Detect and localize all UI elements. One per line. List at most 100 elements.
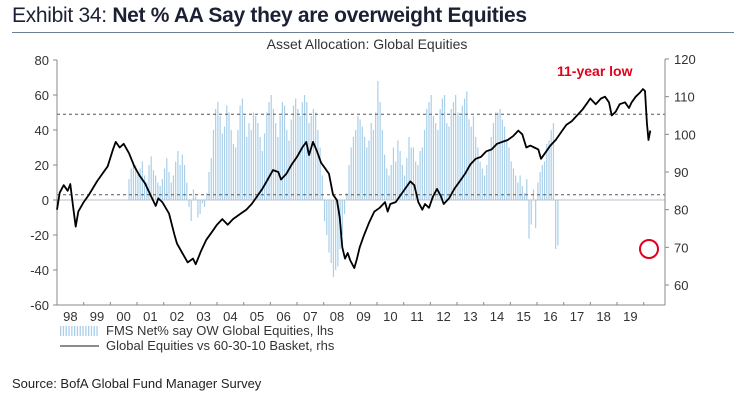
bar (555, 200, 557, 249)
bar (548, 140, 550, 200)
bar (550, 130, 552, 200)
bar (503, 126, 506, 200)
bar (228, 112, 230, 200)
x-tick-label: 10 (383, 309, 397, 324)
bar (372, 130, 375, 200)
bar (368, 140, 370, 200)
bar (263, 133, 266, 200)
x-tick-label: 07 (303, 309, 317, 324)
bar (530, 200, 532, 225)
bar (159, 186, 161, 200)
bar (403, 175, 406, 200)
x-tick-label: 99 (90, 309, 104, 324)
bar (157, 182, 159, 200)
legend-item-line: Global Equities vs 60-30-10 Basket, rhs (60, 338, 335, 353)
bar (477, 147, 479, 200)
x-tick-label: 01 (143, 309, 157, 324)
bar (235, 147, 237, 200)
bar (250, 130, 252, 200)
legend-swatch-bar (62, 326, 65, 336)
bar (257, 123, 259, 200)
bar (161, 179, 163, 200)
bar (270, 95, 272, 200)
bar (468, 119, 470, 200)
bar (399, 151, 401, 200)
left-tick-label: 40 (35, 123, 49, 138)
bar (363, 137, 366, 200)
bar (375, 112, 377, 200)
bar (201, 200, 203, 204)
left-tick-label: 0 (42, 193, 49, 208)
bar (203, 200, 206, 207)
bar (459, 116, 461, 200)
bar (395, 161, 397, 200)
bar (272, 109, 275, 200)
bar (175, 161, 177, 200)
exhibit-heading: Exhibit 34: Net % AA Say they are overwe… (12, 4, 527, 28)
bar (261, 151, 263, 200)
bar (277, 137, 279, 200)
bar (308, 123, 310, 200)
bar (192, 189, 195, 200)
legend-swatch-bar (79, 326, 81, 336)
x-tick-label: 11 (410, 309, 424, 324)
bar (275, 123, 277, 200)
bar (323, 200, 326, 221)
annotation-circle (639, 239, 659, 259)
bar (190, 200, 192, 221)
bar (557, 200, 559, 246)
bar (446, 123, 448, 200)
legend-label-bars: FMS Net% say OW Global Equities, lhs (106, 323, 334, 338)
left-tick-label: 80 (35, 53, 49, 68)
bar (328, 200, 330, 253)
legend-swatch-bar (85, 326, 87, 336)
bar (463, 98, 466, 200)
bar (237, 130, 239, 200)
bar (343, 200, 346, 214)
bar (435, 123, 437, 200)
bar (239, 105, 241, 200)
x-tick-label: 17 (570, 309, 584, 324)
bar (241, 98, 243, 200)
bar (310, 116, 312, 200)
right-tick-label: 60 (674, 278, 688, 293)
bar (512, 168, 515, 200)
bar (208, 172, 210, 200)
bar (335, 200, 337, 270)
bar (326, 200, 328, 235)
legend-swatch-bar (68, 326, 70, 336)
bar (475, 137, 477, 200)
bar (486, 165, 488, 200)
bar (217, 102, 219, 200)
x-tick-label: 13 (463, 309, 477, 324)
bar (135, 165, 137, 200)
bar (177, 151, 179, 200)
bar (501, 119, 503, 200)
legend-swatch-bar (74, 326, 76, 336)
annotation: 11-year low (557, 63, 659, 259)
bar (370, 123, 372, 200)
bar (346, 193, 348, 200)
bar (259, 137, 261, 200)
left-tick-label: 60 (35, 88, 49, 103)
bar (352, 137, 355, 200)
bar (252, 112, 255, 200)
bar (383, 154, 386, 200)
x-tick-label: 98 (63, 309, 77, 324)
bar (219, 116, 221, 200)
bar (332, 200, 335, 277)
bar (461, 105, 463, 200)
bar (306, 102, 308, 200)
bar (281, 102, 283, 200)
left-tick-label: -60 (30, 298, 49, 313)
bar (417, 165, 419, 200)
bar (168, 172, 170, 200)
legend-swatch-bar (60, 326, 62, 336)
bar (426, 109, 428, 200)
x-tick-label: 02 (170, 309, 184, 324)
bar (152, 170, 155, 200)
right-tick-label: 80 (674, 203, 688, 218)
line-path (56, 88, 652, 270)
x-tick-label: 16 (543, 309, 557, 324)
bar (483, 175, 486, 200)
